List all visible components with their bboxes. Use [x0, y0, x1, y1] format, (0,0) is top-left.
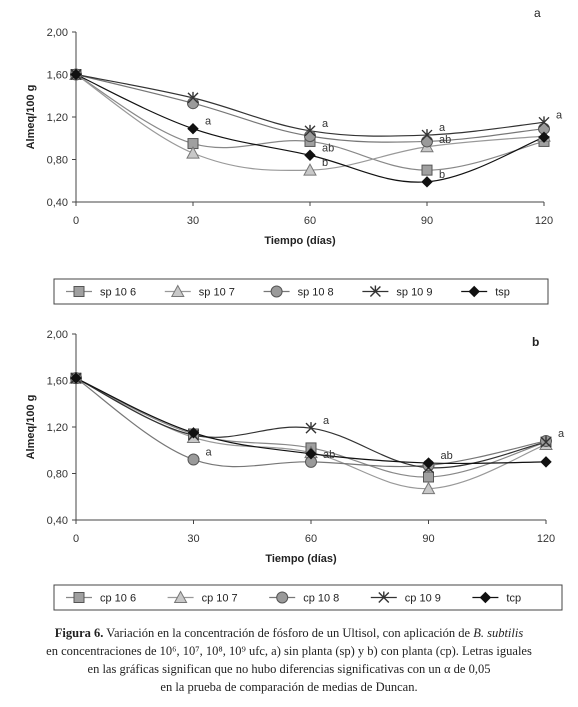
data-point-cp-10-9: [305, 422, 317, 434]
legend-label: sp 10 8: [298, 287, 334, 299]
data-point-tsp: [70, 68, 82, 81]
x-tick-label: 120: [537, 533, 555, 545]
chart-panel-b: 0,40 0,80 1,20 1,60 2,00 0 30 60 90 120 Tiempo (dí…: [25, 329, 565, 565]
data-point-tcp: [540, 456, 552, 468]
data-point-sp-10-9: [187, 91, 199, 104]
legend-label: cp 10 7: [202, 593, 238, 605]
data-point-tcp: [305, 448, 317, 460]
legend-marker-tcp: [479, 591, 492, 604]
legend-label: cp 10 9: [405, 593, 441, 605]
data-point-tsp: [187, 122, 199, 135]
data-point-tcp: [187, 427, 200, 439]
data-point-cp-10-9: [540, 436, 552, 448]
data-point-cp-10-6: [423, 471, 434, 483]
data-point-sp-10-7: [303, 163, 317, 176]
significance-letter: a: [206, 447, 213, 459]
significance-letter: a: [322, 118, 329, 130]
caption-line1: Variación en la concentración de fósforo…: [103, 626, 474, 640]
y-tick-label: 1,60: [47, 376, 68, 388]
panel-b-letter: b: [532, 335, 539, 349]
legend-marker-sp-10-8: [270, 285, 283, 298]
caption-line2: en concentraciones de 10⁶, 10⁷, 10⁸, 10⁹…: [46, 644, 532, 658]
legend-label: cp 10 8: [303, 593, 339, 605]
legend-marker-cp-10-6: [73, 592, 85, 603]
x-tick-label: 120: [535, 215, 553, 227]
data-point-tcp: [70, 372, 82, 384]
x-tick-label: 30: [187, 533, 199, 545]
x-tick-label: 90: [421, 215, 433, 227]
x-axis-title: Tiempo (días): [265, 553, 337, 565]
significance-letter: ab: [441, 450, 453, 462]
data-point-tsp: [421, 176, 433, 188]
x-tick-label: 0: [73, 215, 79, 227]
x-tick-label: 30: [187, 215, 199, 227]
data-point-cp-10-8: [187, 453, 200, 466]
data-point-sp-10-9: [538, 116, 550, 128]
significance-letter: a: [556, 109, 563, 121]
legend-label: tsp: [495, 287, 510, 299]
y-tick-label: 0,80: [47, 469, 68, 481]
legend-label: sp 10 6: [100, 287, 136, 299]
legend-marker-sp-10-6: [73, 286, 85, 297]
legend-panel-a: sp 10 6 sp 10 7 sp 10 8 sp 10 9 tsp: [53, 278, 549, 305]
y-tick-label: 2,00: [47, 27, 68, 39]
figure-6: a b 0,40 0,80 1,20 1,60 2,00 0 30 60 90 120 Tiempo…: [25, 6, 565, 611]
caption-line3: en las gráficas significan que no hubo d…: [87, 662, 491, 676]
significance-letter: ab: [322, 142, 334, 154]
y-tick-label: 0,40: [47, 197, 68, 209]
data-point-tsp: [538, 131, 550, 143]
legend-label: cp 10 6: [100, 593, 136, 605]
significance-letter: a: [439, 122, 446, 134]
data-point-sp-10-6: [421, 164, 433, 176]
chart-panel-a: 0,40 0,80 1,20 1,60 2,00 0 30 60 90 120 Tiempo (dí…: [25, 27, 563, 247]
legend-marker-cp-10-7: [173, 590, 188, 603]
figure-caption: Figura 6. Variación en la concentración …: [0, 624, 578, 696]
legend-panel-b: cp 10 6 cp 10 7 cp 10 8 cp 10 9 tcp: [53, 584, 563, 611]
significance-letter: a: [558, 428, 565, 440]
significance-letter: a: [323, 415, 330, 427]
data-point-sp-10-8: [421, 135, 433, 148]
x-tick-label: 60: [304, 215, 316, 227]
significance-letter: a: [205, 116, 212, 128]
significance-letter: b: [322, 157, 328, 169]
legend-marker-cp-10-9: [378, 591, 390, 603]
data-point-sp-10-9: [421, 129, 433, 141]
caption-line4: en la prueba de comparación de medias de…: [160, 680, 418, 694]
data-point-tcp: [422, 457, 435, 469]
data-point-sp-10-9: [304, 124, 316, 137]
y-tick-label: 1,60: [47, 70, 68, 82]
y-tick-label: 2,00: [47, 329, 68, 341]
y-axis-title: Almeq/100 g: [25, 395, 37, 460]
x-tick-label: 90: [422, 533, 434, 545]
legend-marker-sp-10-7: [170, 284, 185, 297]
significance-letter: ab: [439, 134, 451, 146]
significance-letter: b: [439, 169, 445, 181]
caption-species: B. subtilis: [473, 626, 524, 640]
data-point-sp-10-8: [304, 130, 316, 143]
legend-marker-cp-10-8: [276, 591, 289, 604]
panel-a-letter: a: [534, 6, 541, 20]
y-tick-label: 1,20: [47, 112, 68, 124]
y-tick-label: 0,40: [47, 515, 68, 527]
legend-label: sp 10 9: [396, 287, 432, 299]
y-tick-label: 0,80: [47, 155, 68, 167]
legend-label: sp 10 7: [199, 287, 235, 299]
data-point-sp-10-8: [187, 97, 199, 110]
x-axis-title: Tiempo (días): [264, 235, 336, 247]
legend-label: tcp: [506, 593, 521, 605]
legend-marker-sp-10-9: [369, 285, 381, 297]
data-point-tsp: [304, 149, 316, 161]
legend-marker-tsp: [468, 285, 480, 298]
data-point-sp-10-7: [186, 146, 200, 159]
x-tick-label: 0: [73, 533, 79, 545]
x-tick-label: 60: [305, 533, 317, 545]
data-point-cp-10-7: [421, 481, 436, 495]
y-tick-label: 1,20: [47, 422, 68, 434]
significance-letter: ab: [323, 449, 335, 461]
caption-lead: Figura 6.: [54, 626, 104, 640]
y-axis-title: Almeq/100 g: [25, 85, 37, 150]
